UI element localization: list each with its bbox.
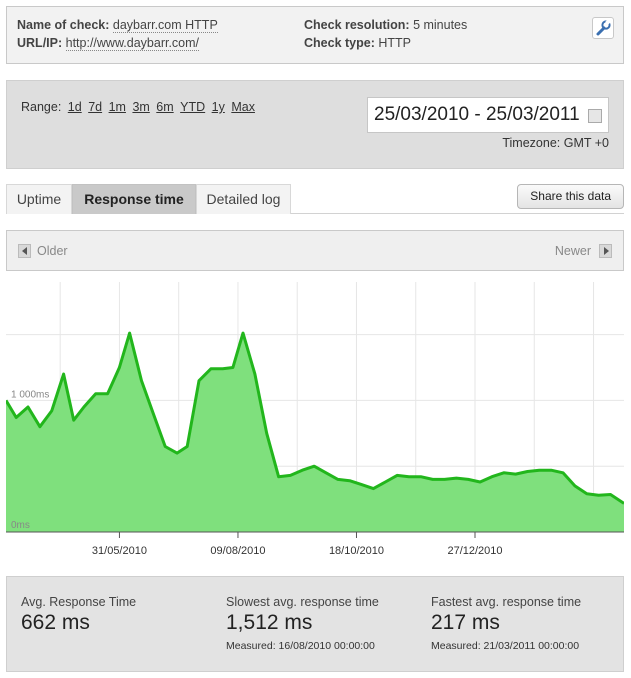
slowest-response-value: 1,512 ms <box>226 611 313 634</box>
check-type-row: Check type: HTTP <box>304 36 411 50</box>
check-name-value: daybarr.com HTTP <box>112 18 218 33</box>
range-option-3m[interactable]: 3m <box>132 100 150 114</box>
share-data-button[interactable]: Share this data <box>517 184 624 209</box>
range-panel: Range: 1d 7d 1m 3m 6m YTD 1y Max 25/03/2… <box>6 80 624 169</box>
stats-panel: Avg. Response Time 662 ms Slowest avg. r… <box>6 576 624 672</box>
check-url-row: URL/IP: http://www.daybarr.com/ <box>17 36 200 51</box>
newer-link[interactable]: Newer <box>554 244 591 258</box>
range-option-max[interactable]: Max <box>231 100 255 114</box>
slowest-response-stat: Slowest avg. response time 1,512 ms Meas… <box>226 595 379 652</box>
range-option-ytd[interactable]: YTD <box>180 100 206 114</box>
range-label: Range: <box>21 100 62 114</box>
calendar-icon[interactable] <box>588 109 602 123</box>
y-tick-label: 0ms <box>11 520 30 531</box>
y-tick-label: 1 000ms <box>11 389 49 400</box>
x-tick-label: 31/05/2010 <box>92 545 147 557</box>
newer-arrow-icon[interactable] <box>599 244 612 258</box>
tab-detailed-log[interactable]: Detailed log <box>196 184 291 214</box>
fastest-measured: Measured: 21/03/2011 00:00:00 <box>431 640 580 652</box>
avg-response-label: Avg. Response Time <box>21 595 137 609</box>
check-type-label: Check type: <box>304 36 375 50</box>
check-url-value[interactable]: http://www.daybarr.com/ <box>65 36 200 51</box>
response-time-line <box>6 331 624 505</box>
response-time-area <box>6 333 624 532</box>
avg-response-value: 662 ms <box>21 611 90 634</box>
fastest-response-stat: Fastest avg. response time 217 ms Measur… <box>431 595 581 652</box>
range-selector: Range: 1d 7d 1m 3m 6m YTD 1y Max <box>21 100 255 114</box>
date-range-input[interactable]: 25/03/2010 - 25/03/2011 <box>367 97 609 133</box>
slowest-response-label: Slowest avg. response time <box>226 595 379 609</box>
range-option-1d[interactable]: 1d <box>67 100 82 114</box>
response-time-chart: 1 000ms 0ms 31/05/2010 09/08/2010 18/10/2010… <box>6 282 624 557</box>
slowest-measured: Measured: 16/08/2010 00:00:00 <box>226 640 375 652</box>
check-resolution-label: Check resolution: <box>304 18 410 32</box>
check-name-label: Name of check: <box>17 18 110 32</box>
tab-bar: Uptime Response time Detailed log Share … <box>6 184 624 214</box>
check-url-label: URL/IP: <box>17 36 63 50</box>
fastest-response-label: Fastest avg. response time <box>431 595 582 609</box>
range-option-7d[interactable]: 7d <box>88 100 103 114</box>
range-option-6m[interactable]: 6m <box>156 100 174 114</box>
check-type-value: HTTP <box>378 36 411 50</box>
check-resolution-row: Check resolution: 5 minutes <box>304 18 467 32</box>
range-option-1m[interactable]: 1m <box>108 100 126 114</box>
x-tick-label: 27/12/2010 <box>447 545 502 557</box>
avg-response-stat: Avg. Response Time 662 ms <box>21 595 136 635</box>
check-name-row: Name of check: daybarr.com HTTP <box>17 18 218 33</box>
older-arrow-icon[interactable] <box>18 244 31 258</box>
edit-check-button[interactable] <box>592 17 614 39</box>
timezone-label: Timezone: GMT +0 <box>502 136 609 150</box>
range-option-1y[interactable]: 1y <box>211 100 225 114</box>
tab-uptime[interactable]: Uptime <box>6 184 72 214</box>
older-link[interactable]: Older <box>37 244 68 258</box>
fastest-response-value: 217 ms <box>431 611 500 634</box>
date-range-value: 25/03/2010 - 25/03/2011 <box>374 104 580 125</box>
x-tick-label: 09/08/2010 <box>210 545 265 557</box>
wrench-icon <box>596 19 611 36</box>
check-resolution-value: 5 minutes <box>413 18 468 32</box>
x-tick-label: 18/10/2010 <box>329 545 384 557</box>
check-info-panel: Name of check: daybarr.com HTTP URL/IP: … <box>6 6 624 64</box>
tab-response-time[interactable]: Response time <box>72 184 196 214</box>
chart-nav-bar: Older Newer <box>6 230 624 271</box>
